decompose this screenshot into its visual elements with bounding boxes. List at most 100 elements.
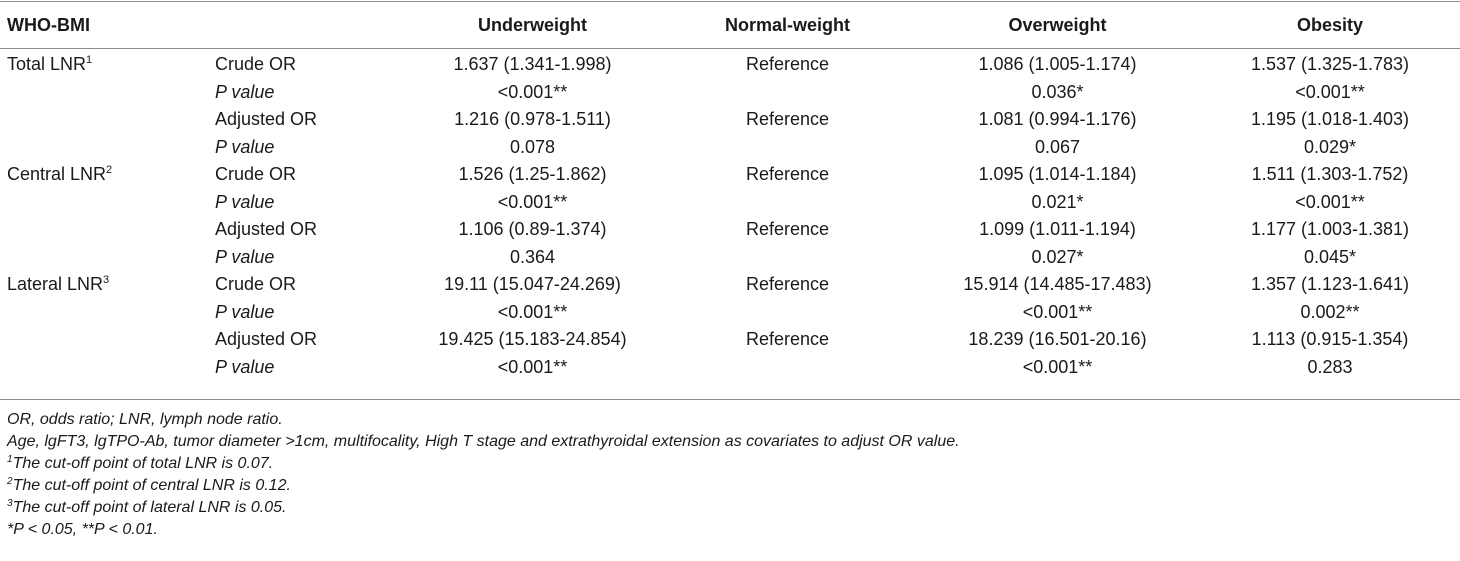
- header-row: WHO-BMI Underweight Normal-weight Overwe…: [0, 0, 1460, 51]
- value-cell: 1.637 (1.341-1.998): [453, 54, 612, 75]
- value-cell: Reference: [745, 164, 830, 185]
- footnote-line: 3The cut-off point of lateral LNR is 0.0…: [7, 497, 1447, 519]
- group-label-cell: [0, 299, 205, 327]
- value-cell: [660, 299, 915, 327]
- value-cell: Reference: [745, 329, 830, 350]
- value-cell: 18.239 (16.501-20.16): [968, 329, 1147, 350]
- footnote-marker: 1: [7, 454, 13, 465]
- stat-label: Crude OR: [215, 274, 297, 295]
- value-cell: 1.526 (1.25-1.862): [458, 164, 607, 185]
- group-label-cell: [0, 134, 205, 162]
- stat-label: P value: [215, 136, 275, 157]
- group-label-cell: [0, 354, 205, 382]
- footnote-text: The cut-off point of central LNR is 0.12…: [12, 477, 291, 494]
- value-cell: 1.537 (1.325-1.783): [1250, 54, 1410, 75]
- value-cell: [660, 134, 915, 162]
- group-label-cell: [0, 79, 205, 107]
- stat-label: Adjusted OR: [215, 219, 318, 240]
- value-cell: Reference: [745, 219, 830, 240]
- stat-label: Adjusted OR: [215, 109, 318, 130]
- group-label-cell: Central LNR2: [0, 161, 205, 189]
- group-label-cell: Lateral LNR3: [0, 271, 205, 299]
- group-label-cell: [0, 326, 205, 354]
- header-cell: Normal-weight: [724, 15, 850, 35]
- group-label-sup: 3: [103, 274, 110, 287]
- value-cell: [660, 244, 915, 272]
- table-row: Adjusted OR 1.216 (0.978-1.511) Reference 1…: [0, 106, 1460, 134]
- footnote-line: 1The cut-off point of total LNR is 0.07.: [7, 453, 1447, 475]
- stat-label: P value: [215, 356, 275, 377]
- value-cell: 1.357 (1.123-1.641): [1250, 274, 1410, 295]
- group-label: Lateral LNR: [7, 274, 104, 295]
- value-cell: 1.177 (1.003-1.381): [1250, 219, 1410, 240]
- footnote-line: OR, odds ratio; LNR, lymph node ratio.: [7, 409, 1447, 431]
- value-cell: 1.086 (1.005-1.174): [978, 54, 1137, 75]
- group-label-sup: 2: [106, 164, 113, 177]
- value-cell: [660, 354, 915, 382]
- table-row: Adjusted OR 19.425 (15.183-24.854) Referen…: [0, 326, 1460, 354]
- footnote-marker: 3: [7, 498, 13, 509]
- value-cell: 1.216 (0.978-1.511): [454, 109, 611, 130]
- value-cell: <0.001**: [1022, 301, 1093, 322]
- footnote-line: *P < 0.05, **P < 0.01.: [7, 519, 1447, 541]
- footnote-line: Age, lgFT3, lgTPO-Ab, tumor diameter >1c…: [7, 431, 1447, 453]
- value-cell: Reference: [745, 54, 830, 75]
- header-cell: Overweight: [1008, 15, 1107, 35]
- value-cell: 19.425 (15.183-24.854): [438, 329, 627, 350]
- header-cell: Obesity: [1296, 15, 1364, 35]
- header-cell: Underweight: [477, 15, 587, 35]
- value-cell: 0.283: [1307, 356, 1353, 377]
- value-cell: <0.001**: [1295, 81, 1365, 102]
- group-label: Central LNR: [7, 164, 107, 185]
- value-cell: <0.001**: [1022, 356, 1093, 377]
- table-row: Total LNR1 Crude OR 1.637 (1.341-1.998) Ref…: [0, 51, 1460, 79]
- value-cell: 1.106 (0.89-1.374): [458, 219, 607, 240]
- value-cell: 0.029*: [1303, 136, 1357, 157]
- value-cell: 1.081 (0.994-1.176): [978, 109, 1137, 130]
- value-cell: 0.045*: [1303, 246, 1357, 267]
- value-cell: 19.11 (15.047-24.269): [444, 274, 621, 295]
- value-cell: 1.113 (0.915-1.354): [1251, 329, 1409, 350]
- stat-label: P value: [215, 246, 275, 267]
- value-cell: 1.195 (1.018-1.403): [1250, 109, 1410, 130]
- results-table: WHO-BMI Underweight Normal-weight Overwe…: [0, 0, 1460, 382]
- value-cell: 1.511 (1.303-1.752): [1251, 164, 1409, 185]
- value-cell: [660, 189, 915, 217]
- group-label-cell: [0, 216, 205, 244]
- stat-label: Crude OR: [215, 164, 297, 185]
- group-label-cell: [0, 244, 205, 272]
- value-cell: <0.001**: [497, 356, 568, 377]
- group-label-cell: [0, 106, 205, 134]
- table-row: Central LNR2 Crude OR 1.526 (1.25-1.862) Re…: [0, 161, 1460, 189]
- value-cell: Reference: [745, 109, 830, 130]
- value-cell: <0.001**: [497, 191, 568, 212]
- footnote-text: The cut-off point of lateral LNR is 0.05…: [12, 499, 287, 516]
- table-bottom-rule: [0, 399, 1460, 400]
- footnote-text: *P < 0.05, **P < 0.01.: [7, 521, 158, 538]
- value-cell: 0.027*: [1031, 246, 1084, 267]
- table-row: P value <0.001** 0.021* <0.001**: [0, 189, 1460, 217]
- footnote-text: Age, lgFT3, lgTPO-Ab, tumor diameter >1c…: [7, 433, 960, 450]
- footnote-line: 2The cut-off point of central LNR is 0.1…: [7, 475, 1447, 497]
- value-cell: 0.364: [509, 246, 556, 267]
- table-row: Adjusted OR 1.106 (0.89-1.374) Reference 1.…: [0, 216, 1460, 244]
- stat-label: P value: [215, 191, 275, 212]
- group-label-cell: [0, 189, 205, 217]
- stat-label: P value: [215, 81, 275, 102]
- value-cell: 0.078: [509, 136, 556, 157]
- value-cell: 15.914 (14.485-17.483): [963, 274, 1152, 295]
- group-label-cell: Total LNR1: [0, 51, 205, 79]
- table-row: P value <0.001** <0.001** 0.002**: [0, 299, 1460, 327]
- stat-label: P value: [215, 301, 275, 322]
- value-cell: <0.001**: [497, 301, 568, 322]
- table-row: P value <0.001** <0.001** 0.283: [0, 354, 1460, 382]
- footnote-text: The cut-off point of total LNR is 0.07.: [12, 455, 274, 472]
- header-cell: [205, 0, 405, 51]
- header-cell: WHO-BMI: [7, 15, 90, 35]
- footnote-marker: 2: [7, 476, 13, 487]
- value-cell: 0.002**: [1300, 301, 1360, 322]
- value-cell: 1.095 (1.014-1.184): [978, 164, 1137, 185]
- footnote-text: OR, odds ratio; LNR, lymph node ratio.: [7, 411, 283, 428]
- value-cell: 0.067: [1034, 136, 1081, 157]
- value-cell: 0.021*: [1031, 191, 1084, 212]
